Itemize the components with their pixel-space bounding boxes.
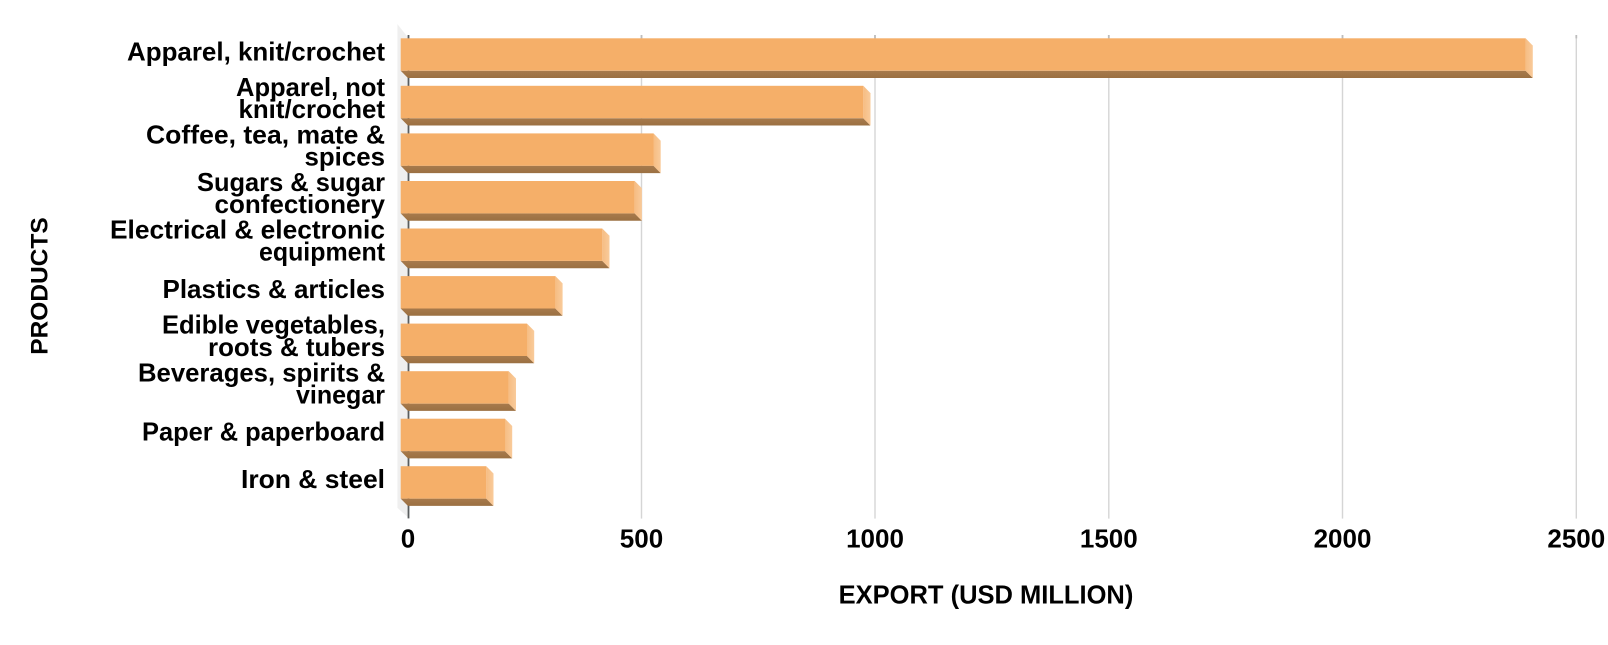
svg-text:Apparel, knit/crochet: Apparel, knit/crochet	[127, 36, 385, 66]
svg-text:Paper & paperboard: Paper & paperboard	[142, 417, 385, 447]
svg-text:Iron & steel: Iron & steel	[241, 464, 385, 494]
svg-text:roots & tubers: roots & tubers	[208, 332, 385, 362]
svg-text:vinegar: vinegar	[296, 379, 385, 409]
svg-text:2000: 2000	[1314, 523, 1372, 553]
svg-text:PRODUCTS: PRODUCTS	[26, 217, 53, 354]
svg-text:0: 0	[401, 523, 415, 553]
svg-text:EXPORT (USD MILLION): EXPORT (USD MILLION)	[839, 581, 1134, 609]
svg-text:1500: 1500	[1080, 523, 1138, 553]
svg-text:500: 500	[620, 523, 663, 553]
svg-text:Sugars & sugar: Sugars & sugar	[197, 167, 385, 197]
svg-text:equipment: equipment	[259, 237, 385, 267]
svg-text:2500: 2500	[1547, 523, 1605, 553]
svg-text:Edible vegetables,: Edible vegetables,	[162, 310, 385, 340]
svg-text:Plastics & articles: Plastics & articles	[163, 274, 386, 304]
svg-text:spices: spices	[305, 142, 386, 172]
svg-text:Coffee, tea, mate &: Coffee, tea, mate &	[146, 120, 385, 150]
svg-text:knit/crochet: knit/crochet	[239, 94, 386, 124]
svg-text:Beverages, spirits &: Beverages, spirits &	[138, 357, 385, 387]
svg-text:Electrical & electronic: Electrical & electronic	[110, 215, 385, 245]
svg-text:confectionery: confectionery	[215, 189, 386, 219]
svg-text:Apparel, not: Apparel, not	[236, 72, 385, 102]
svg-text:1000: 1000	[846, 523, 904, 553]
